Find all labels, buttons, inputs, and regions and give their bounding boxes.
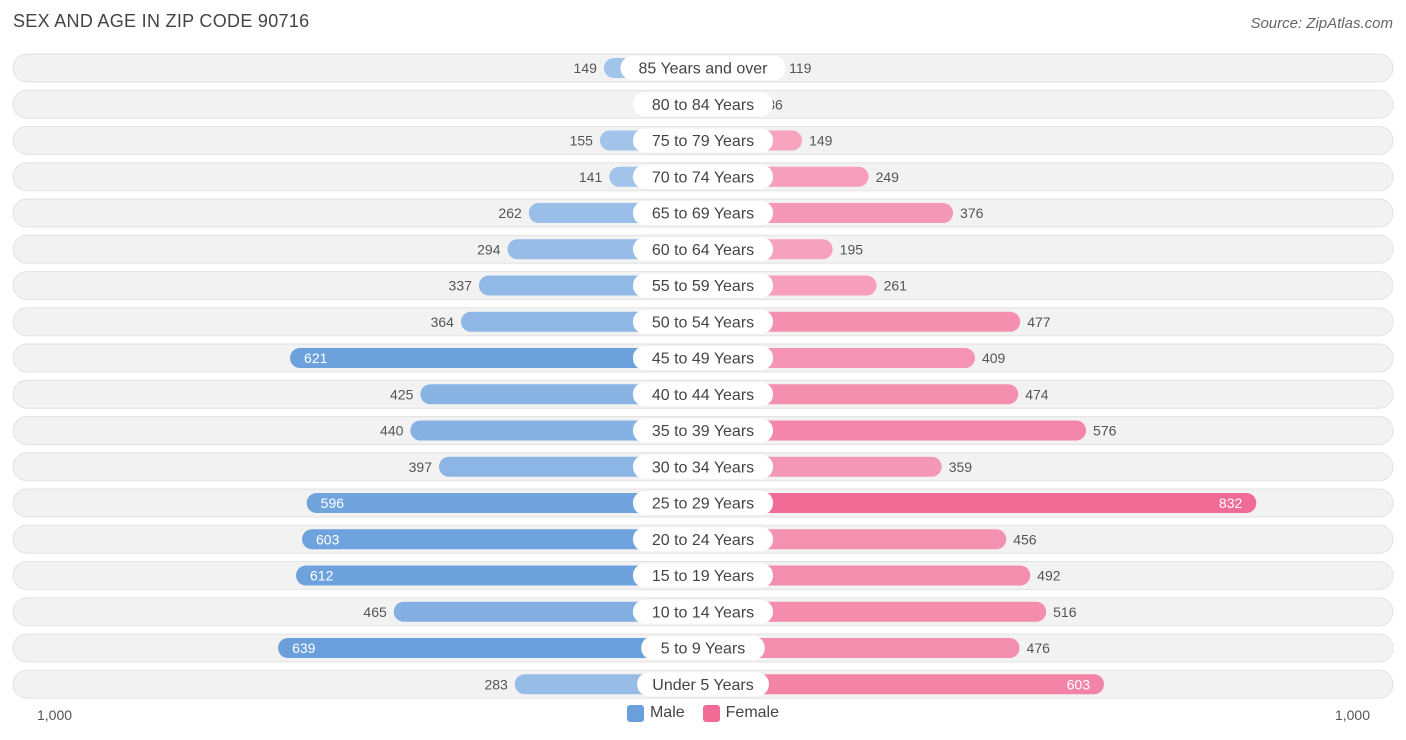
male-value-label: 364 — [431, 314, 455, 330]
category-pill — [637, 672, 769, 697]
female-value-label: 476 — [1027, 640, 1051, 656]
male-value-label: 294 — [477, 241, 501, 257]
category-pill — [632, 309, 774, 334]
male-value-label: 440 — [380, 423, 404, 439]
male-value-label: 612 — [310, 568, 334, 584]
legend-female-label: Female — [725, 704, 780, 721]
category-label: 15 to 19 Years — [652, 568, 754, 585]
female-bar — [693, 601, 1047, 622]
source-label: Source: ZipAtlas.com — [1250, 15, 1393, 32]
category-pill — [632, 599, 774, 624]
male-value-label: 603 — [316, 531, 340, 547]
male-bar — [290, 348, 713, 368]
male-value-label: 149 — [574, 60, 598, 76]
category-label: 55 to 59 Years — [652, 278, 754, 295]
category-label: 30 to 34 Years — [652, 459, 754, 476]
category-pill — [641, 636, 765, 660]
category-pill — [632, 164, 774, 189]
category-label: 50 to 54 Years — [652, 314, 754, 331]
female-value-label: 474 — [1025, 386, 1049, 402]
chart-title: SEX AND AGE IN ZIP CODE 90716 — [13, 11, 310, 31]
category-label: 10 to 14 Years — [652, 604, 754, 621]
male-bar — [393, 601, 713, 622]
male-value-label: 596 — [321, 495, 345, 511]
category-label: 40 to 44 Years — [652, 387, 754, 404]
female-value-label: 195 — [840, 241, 864, 257]
category-label: Under 5 Years — [652, 677, 753, 694]
male-value-label: 621 — [304, 350, 328, 366]
female-value-label: 359 — [949, 459, 973, 475]
male-value-label: 465 — [363, 604, 387, 620]
legend-item-male[interactable]: Male — [626, 704, 685, 722]
category-pill — [632, 128, 774, 153]
category-label: 45 to 49 Years — [652, 351, 754, 368]
female-value-label: 576 — [1093, 423, 1117, 439]
category-pill — [632, 491, 774, 515]
female-value-label: 603 — [1067, 676, 1091, 692]
female-value-label: 119 — [789, 60, 812, 76]
male-bar — [306, 493, 713, 513]
category-label: 20 to 24 Years — [652, 532, 754, 549]
category-label: 65 to 69 Years — [652, 206, 754, 223]
category-label: 75 to 79 Years — [652, 133, 754, 150]
male-bar — [302, 529, 713, 550]
male-bar — [278, 638, 713, 658]
category-label: 25 to 29 Years — [652, 496, 754, 513]
male-value-label: 639 — [292, 640, 316, 656]
category-label: 60 to 64 Years — [652, 242, 754, 259]
category-pill — [632, 237, 774, 262]
category-pill — [632, 92, 774, 117]
legend-item-female[interactable]: Female — [702, 704, 780, 722]
male-value-label: 283 — [484, 676, 508, 692]
male-value-label: 425 — [390, 386, 414, 402]
male-value-label: 337 — [449, 278, 473, 294]
female-value-label: 149 — [809, 133, 833, 149]
male-value-label: 155 — [570, 133, 594, 149]
male-value-label: 397 — [409, 459, 433, 475]
category-pill — [632, 382, 774, 407]
male-swatch — [626, 704, 644, 722]
female-value-label: 376 — [960, 205, 984, 221]
category-pill — [620, 56, 786, 80]
male-bar — [296, 565, 713, 586]
category-label: 85 Years and over — [639, 61, 769, 78]
female-value-label: 249 — [876, 169, 900, 185]
female-value-label: 261 — [884, 278, 908, 294]
axis-left-label: 1,000 — [37, 707, 73, 723]
category-pill — [632, 201, 774, 225]
category-pill — [632, 273, 774, 298]
female-value-label: 516 — [1053, 604, 1077, 620]
legend-male-label: Male — [649, 704, 685, 721]
category-pill — [632, 527, 774, 552]
female-value-label: 456 — [1013, 531, 1037, 547]
male-value-label: 262 — [498, 205, 522, 221]
female-value-label: 492 — [1037, 568, 1061, 584]
female-value-label: 477 — [1027, 314, 1051, 330]
legend: Male Female — [0, 704, 1406, 722]
female-value-label: 832 — [1219, 495, 1243, 511]
category-label: 5 to 9 Years — [661, 641, 746, 658]
female-swatch — [702, 704, 720, 722]
female-bar — [693, 311, 1021, 332]
female-bar — [693, 493, 1257, 513]
category-pill — [632, 346, 774, 370]
category-label: 80 to 84 Years — [652, 97, 754, 114]
female-value-label: 409 — [982, 350, 1006, 366]
female-bar — [693, 565, 1031, 586]
male-value-label: 141 — [579, 169, 603, 185]
category-pill — [632, 418, 774, 443]
category-label: 35 to 39 Years — [652, 423, 754, 440]
category-pill — [632, 454, 774, 479]
female-bar — [693, 384, 1019, 405]
axis-right-label: 1,000 — [1334, 707, 1370, 723]
female-bar — [693, 420, 1087, 441]
category-pill — [632, 563, 774, 588]
category-label: 70 to 74 Years — [652, 169, 754, 186]
female-bar — [693, 674, 1104, 695]
female-bar — [693, 638, 1020, 658]
